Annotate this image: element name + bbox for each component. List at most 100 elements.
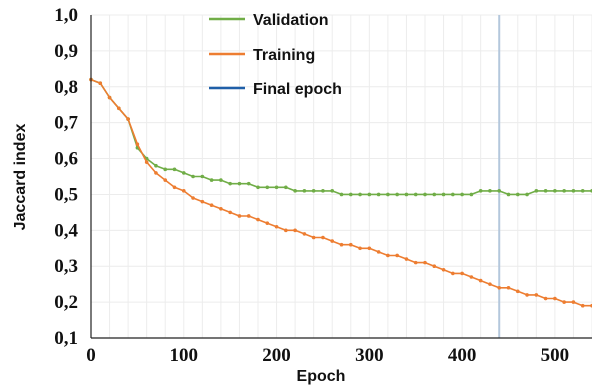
data-point [395, 192, 399, 197]
x-tick-label: 500 [541, 345, 570, 366]
data-point [154, 163, 158, 168]
data-point [404, 192, 409, 197]
data-point [274, 224, 279, 229]
data-point [488, 282, 492, 286]
data-point [534, 293, 539, 297]
y-tick-label: 0,1 [54, 328, 78, 349]
data-point [302, 189, 307, 193]
data-point [163, 178, 168, 182]
data-point [478, 278, 483, 283]
data-point [181, 171, 186, 175]
data-point [256, 185, 260, 190]
data-point [200, 199, 205, 204]
grid [91, 14, 592, 339]
data-point [237, 181, 242, 186]
data-point [376, 192, 381, 197]
data-point [553, 189, 557, 193]
data-point [525, 293, 529, 297]
x-tick-label: 400 [448, 345, 477, 366]
y-tick-label: 0,9 [54, 41, 78, 62]
data-point [525, 192, 529, 197]
data-point [367, 246, 372, 251]
data-point [265, 221, 270, 225]
data-point [246, 181, 251, 186]
data-point [330, 239, 335, 243]
y-tick-label: 1,0 [54, 5, 78, 26]
data-point [460, 271, 464, 276]
data-point [311, 189, 316, 193]
data-point [107, 95, 112, 100]
data-point [543, 189, 548, 193]
data-point [441, 268, 446, 272]
legend-label-final-epoch: Final epoch [253, 81, 342, 98]
data-point [209, 203, 214, 208]
data-point [478, 189, 483, 193]
data-point [358, 192, 362, 197]
axes [90, 15, 592, 339]
legend-label-validation: Validation [253, 12, 329, 29]
data-point [293, 228, 297, 233]
y-tick-label: 0,2 [54, 292, 78, 313]
data-point [98, 81, 103, 85]
data-point [376, 250, 381, 254]
legend: Validation Training Final epoch [209, 12, 342, 98]
data-point [284, 228, 288, 233]
series-group [89, 77, 592, 308]
data-point [488, 189, 492, 193]
data-point [172, 185, 177, 190]
data-point [135, 142, 140, 146]
data-point [469, 275, 474, 279]
data-point [144, 160, 149, 164]
data-point [506, 285, 511, 290]
data-point [562, 189, 566, 193]
data-point [423, 192, 427, 197]
y-tick-label: 0,8 [54, 77, 78, 98]
data-point [571, 300, 576, 304]
data-point [339, 242, 344, 247]
data-point [423, 260, 427, 265]
data-point [534, 189, 539, 193]
data-point [469, 192, 474, 197]
data-point [413, 260, 418, 265]
data-point [497, 189, 502, 193]
data-point [126, 117, 130, 121]
x-tick-label: 300 [355, 345, 384, 366]
x-tick-label: 200 [262, 345, 291, 366]
data-point [367, 192, 372, 197]
legend-label-training: Training [253, 47, 315, 64]
data-point [543, 296, 548, 301]
data-point [237, 214, 242, 218]
y-tick-label: 0,6 [54, 149, 78, 170]
data-point [348, 242, 353, 247]
x-axis-label: Epoch [297, 368, 346, 385]
data-point [219, 207, 223, 211]
data-point [321, 189, 325, 193]
data-point [497, 285, 502, 290]
data-point [386, 192, 390, 197]
data-point [460, 192, 464, 197]
y-tick-label: 0,3 [54, 256, 78, 277]
data-point [515, 192, 520, 197]
data-point [330, 189, 335, 193]
data-point [172, 167, 177, 172]
data-point [163, 167, 168, 172]
data-point [432, 192, 437, 197]
data-point [154, 171, 158, 175]
data-point [515, 289, 520, 294]
data-point [348, 192, 353, 197]
data-point [358, 246, 362, 251]
y-axis-label: Jaccard index [12, 124, 29, 231]
series-training [89, 77, 592, 308]
data-point [404, 257, 409, 261]
data-point [432, 264, 437, 269]
data-point [302, 232, 307, 236]
data-point [339, 192, 344, 197]
data-point [321, 235, 325, 240]
data-point [580, 303, 585, 308]
data-point [571, 189, 576, 193]
data-point [413, 192, 418, 197]
data-point [246, 214, 251, 218]
data-point [117, 106, 121, 111]
data-point [181, 189, 186, 193]
